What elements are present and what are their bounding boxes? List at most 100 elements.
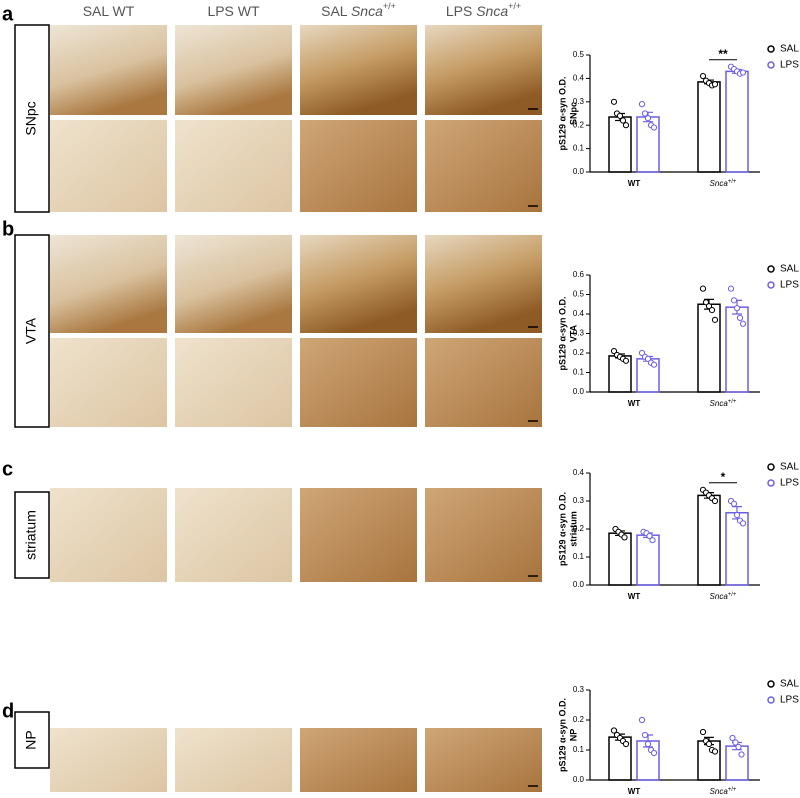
micrograph bbox=[300, 728, 417, 792]
data-point bbox=[650, 361, 658, 368]
y-tick-label: 0.1 bbox=[573, 144, 585, 153]
micrograph bbox=[175, 120, 292, 212]
y-tick-label: 0.5 bbox=[573, 290, 585, 299]
data-point bbox=[616, 112, 624, 119]
column-header: LPS Snca+/+ bbox=[446, 1, 521, 18]
data-point bbox=[705, 303, 713, 310]
legend-label: LPS bbox=[780, 695, 799, 706]
data-point bbox=[699, 72, 707, 80]
y-axis-label: striatum bbox=[568, 511, 578, 547]
bar bbox=[725, 745, 749, 781]
treatment: LPS bbox=[446, 3, 472, 19]
y-tick-label: 0.3 bbox=[573, 329, 585, 338]
panel-letter: a bbox=[2, 3, 14, 25]
bar bbox=[697, 494, 721, 586]
data-point bbox=[738, 751, 745, 758]
x-tick-label: Snca+/+ bbox=[710, 787, 737, 797]
y-tick-label: 0.0 bbox=[573, 775, 585, 784]
x-tick-label: WT bbox=[628, 399, 641, 408]
region-box bbox=[14, 234, 50, 428]
region-label: VTA bbox=[23, 317, 39, 344]
legend-marker bbox=[767, 463, 775, 471]
data-point bbox=[610, 347, 618, 355]
y-axis-label: pS129 α-syn O.D. bbox=[557, 76, 567, 150]
micrograph bbox=[425, 235, 542, 333]
data-point bbox=[739, 69, 747, 76]
column-header: SAL Snca+/+ bbox=[321, 1, 396, 18]
data-point bbox=[727, 285, 735, 292]
data-point bbox=[708, 307, 716, 314]
x-tick-label: WT bbox=[628, 592, 641, 601]
data-point bbox=[644, 115, 652, 122]
data-point bbox=[619, 117, 627, 124]
y-axis-label: pS129 α-syn O.D. bbox=[557, 698, 567, 772]
data-point bbox=[638, 349, 646, 357]
y-tick-label: 0.2 bbox=[573, 715, 585, 724]
micrograph bbox=[50, 25, 167, 115]
legend-marker bbox=[767, 281, 775, 289]
data-point bbox=[711, 748, 719, 755]
y-tick-label: 0.4 bbox=[573, 468, 585, 477]
data-point bbox=[732, 739, 739, 746]
panel-letter: c bbox=[2, 458, 13, 480]
significance-label: ** bbox=[718, 47, 728, 61]
legend-label: LPS bbox=[780, 60, 799, 71]
x-tick-label: Snca+/+ bbox=[710, 399, 737, 409]
data-point bbox=[622, 740, 630, 748]
data-point bbox=[644, 355, 652, 362]
y-tick-label: 0.0 bbox=[573, 580, 585, 589]
y-tick-label: 0.2 bbox=[573, 348, 585, 357]
y-axis-label: SNpc bbox=[568, 102, 578, 125]
legend-marker bbox=[767, 680, 775, 688]
y-tick-label: 0.3 bbox=[573, 496, 585, 505]
data-point bbox=[699, 728, 707, 736]
micrograph bbox=[175, 25, 292, 115]
micrograph bbox=[50, 488, 167, 582]
data-point bbox=[702, 299, 710, 306]
data-point bbox=[650, 749, 658, 757]
micrograph bbox=[425, 25, 542, 115]
data-point bbox=[621, 534, 628, 541]
legend-label: SAL bbox=[780, 44, 799, 55]
y-tick-label: 0.5 bbox=[573, 50, 585, 59]
treatment: SAL bbox=[83, 3, 110, 19]
bar bbox=[608, 532, 632, 586]
treatment: LPS bbox=[207, 3, 233, 19]
legend-label: SAL bbox=[780, 264, 799, 275]
y-tick-label: 0.4 bbox=[573, 74, 585, 83]
bar bbox=[725, 70, 749, 173]
x-tick-label: Snca+/+ bbox=[710, 592, 737, 602]
x-tick-label: WT bbox=[628, 179, 641, 188]
genotype: Snca bbox=[476, 3, 508, 19]
data-point bbox=[736, 314, 744, 321]
legend-label: LPS bbox=[780, 280, 799, 291]
y-axis-label: VTA bbox=[568, 324, 578, 342]
data-point bbox=[622, 357, 630, 364]
legend-marker bbox=[767, 61, 775, 69]
region-label: striatum bbox=[23, 510, 39, 560]
region-box bbox=[14, 491, 50, 579]
y-tick-label: 0.0 bbox=[573, 387, 585, 396]
micrograph bbox=[175, 338, 292, 427]
y-tick-label: 0.1 bbox=[573, 552, 585, 561]
data-point bbox=[699, 285, 707, 292]
y-tick-label: 0.3 bbox=[573, 685, 585, 694]
x-tick-label: WT bbox=[628, 787, 641, 796]
micrograph bbox=[50, 728, 167, 792]
data-point bbox=[733, 305, 741, 312]
genotype: WT bbox=[238, 3, 260, 19]
legend-marker bbox=[767, 696, 775, 704]
data-point bbox=[638, 716, 646, 724]
y-tick-label: 0.1 bbox=[573, 368, 585, 377]
superscript: +/+ bbox=[508, 1, 521, 11]
data-point bbox=[711, 497, 719, 505]
micrograph bbox=[300, 235, 417, 333]
micrograph bbox=[300, 25, 417, 115]
micrograph bbox=[50, 338, 167, 427]
data-point bbox=[739, 520, 747, 527]
column-header: LPS WT bbox=[207, 3, 260, 19]
micrograph bbox=[300, 488, 417, 582]
micrograph bbox=[425, 120, 542, 212]
data-point bbox=[730, 297, 738, 304]
data-point bbox=[622, 122, 630, 129]
